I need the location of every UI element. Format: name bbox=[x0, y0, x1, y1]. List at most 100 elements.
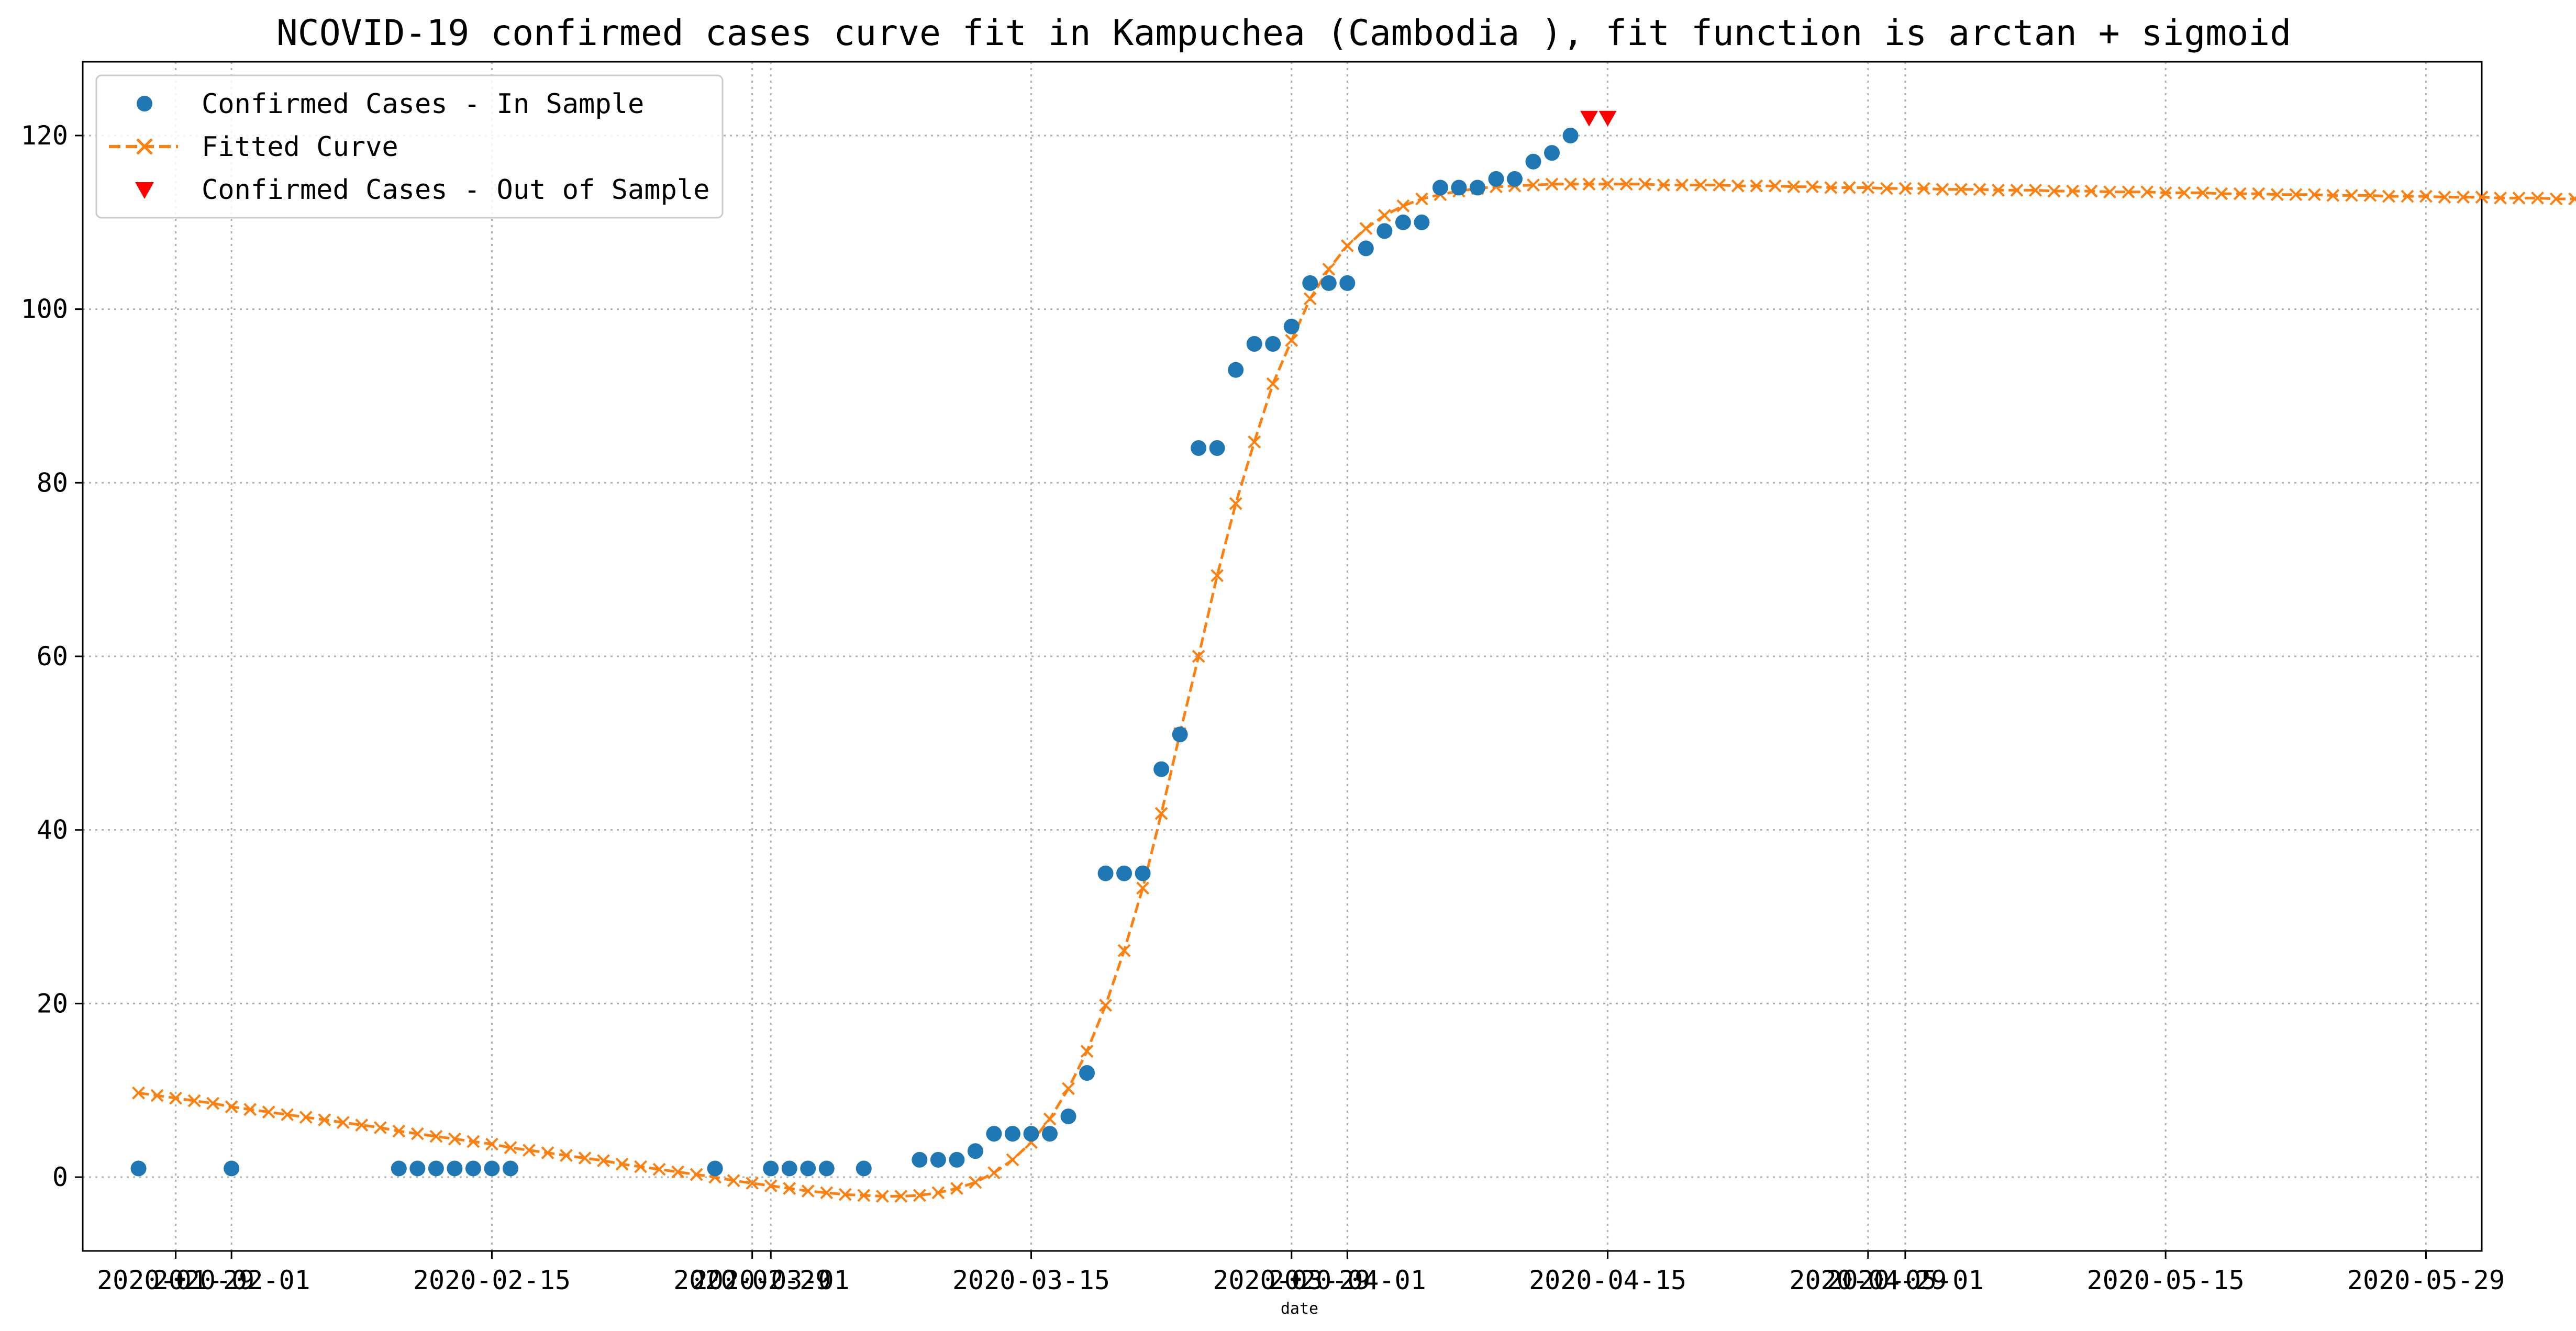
fitted-curve-marker bbox=[1713, 178, 1726, 192]
fitted-curve-marker bbox=[1248, 435, 1261, 449]
fitted-curve-marker bbox=[1136, 881, 1150, 895]
in-sample-point bbox=[1097, 865, 1114, 881]
fitted-curve-marker bbox=[410, 1127, 424, 1140]
fitted-curve-marker bbox=[225, 1100, 238, 1114]
fitted-curve-marker bbox=[1359, 221, 1373, 235]
fitted-curve-marker bbox=[2475, 191, 2489, 204]
in-sample-points bbox=[130, 127, 1579, 1177]
fitted-curve-marker bbox=[1322, 262, 1336, 276]
fitted-curve-marker bbox=[2345, 188, 2358, 202]
in-sample-point bbox=[1339, 275, 1356, 291]
fitted-curve-marker bbox=[615, 1157, 629, 1171]
in-sample-point bbox=[1469, 180, 1485, 196]
fitted-curve-marker bbox=[2568, 192, 2576, 206]
in-sample-point bbox=[465, 1160, 481, 1177]
x-tick-label: 2020-02-29 bbox=[673, 1265, 831, 1295]
fitted-curve-marker bbox=[1731, 179, 1745, 193]
in-sample-point bbox=[1562, 127, 1579, 143]
in-sample-point bbox=[1023, 1126, 1039, 1142]
fitted-curve-marker bbox=[281, 1108, 294, 1122]
y-tick-label: 0 bbox=[52, 1162, 68, 1192]
fitted-curve-marker bbox=[931, 1186, 945, 1200]
fitted-curve-marker bbox=[2270, 188, 2284, 202]
fitted-curve-marker bbox=[2419, 189, 2433, 203]
in-sample-point bbox=[1302, 275, 1318, 291]
fitted-curve-marker bbox=[1750, 179, 1763, 193]
legend: Confirmed Cases - In Sample Fitted Curve… bbox=[95, 74, 724, 219]
fitted-curve-marker bbox=[2233, 187, 2247, 200]
fitted-curve-marker bbox=[467, 1135, 480, 1148]
in-sample-point bbox=[1116, 865, 1132, 881]
fitted-curve-marker bbox=[1861, 181, 1875, 194]
fitted-curve-marker bbox=[1955, 183, 1968, 196]
fitted-curve-marker bbox=[634, 1160, 647, 1173]
fitted-curve-marker bbox=[169, 1091, 183, 1105]
fitted-curve-marker bbox=[671, 1165, 685, 1179]
in-sample-point bbox=[856, 1160, 872, 1177]
fitted-curve-marker bbox=[485, 1137, 498, 1151]
in-sample-point bbox=[1358, 240, 1374, 256]
x-tick-label: 2020-05-01 bbox=[1826, 1265, 1984, 1295]
legend-marker-in-sample bbox=[137, 96, 152, 111]
in-sample-point bbox=[1488, 171, 1504, 187]
fitted-curve-marker bbox=[1917, 182, 1930, 195]
in-sample-point bbox=[818, 1160, 835, 1177]
x-tick-label: 2020-03-15 bbox=[952, 1265, 1110, 1295]
y-tick-label: 20 bbox=[37, 988, 68, 1019]
y-tick-label: 60 bbox=[37, 641, 68, 672]
fitted-curve-marker bbox=[1527, 178, 1540, 192]
fitted-curve-marker bbox=[2363, 188, 2377, 202]
fitted-curve-marker bbox=[1415, 192, 1428, 206]
fitted-curve-marker bbox=[1992, 184, 2005, 197]
fitted-curve-marker bbox=[857, 1189, 871, 1202]
in-sample-point bbox=[1135, 865, 1151, 881]
fitted-curve-marker bbox=[1211, 569, 1224, 583]
fitted-curve-marker bbox=[1936, 183, 1949, 196]
x-tick-label: 2020-01-29 bbox=[97, 1265, 254, 1295]
in-sample-point bbox=[1451, 180, 1467, 196]
fitted-curve-marker bbox=[2252, 187, 2266, 200]
fitted-curve-line bbox=[138, 183, 2575, 1198]
fitted-curve-marker bbox=[1824, 181, 1838, 194]
fitted-curve-marker bbox=[2307, 188, 2321, 202]
in-sample-point bbox=[447, 1160, 463, 1177]
fitted-curve-marker bbox=[1768, 179, 1782, 193]
fitted-curve-marker bbox=[1396, 199, 1410, 212]
in-sample-point bbox=[1079, 1065, 1095, 1081]
fitted-curve-marker bbox=[2401, 189, 2414, 203]
fitted-curve-marker bbox=[578, 1151, 592, 1165]
in-sample-point bbox=[930, 1151, 946, 1168]
fitted-curve-marker bbox=[243, 1103, 257, 1116]
x-tick-label: 2020-02-15 bbox=[413, 1265, 571, 1295]
fitted-curve-marker bbox=[690, 1168, 703, 1181]
fitted-curve-marker bbox=[150, 1089, 164, 1102]
fitted-curve-marker bbox=[1043, 1112, 1057, 1126]
out-of-sample-point bbox=[1580, 110, 1598, 127]
fitted-curve-marker bbox=[1285, 333, 1298, 347]
fitted-curve-marker bbox=[746, 1177, 759, 1190]
x-tick-label: 2020-02-01 bbox=[153, 1265, 310, 1295]
fitted-curve-marker bbox=[1842, 181, 1856, 194]
fitted-curve-marker bbox=[429, 1129, 443, 1143]
in-sample-point bbox=[967, 1143, 983, 1159]
fitted-curve-marker bbox=[1378, 209, 1391, 222]
fitted-curve-marker bbox=[523, 1144, 536, 1157]
fitted-curve-marker bbox=[1657, 178, 1670, 192]
fitted-curve-marker bbox=[820, 1186, 834, 1200]
fitted-curve-marker bbox=[1229, 497, 1242, 510]
fitted-curve-marker bbox=[2382, 189, 2395, 203]
fitted-curve-marker bbox=[318, 1113, 331, 1126]
in-sample-point bbox=[1414, 214, 1430, 230]
in-sample-point bbox=[763, 1160, 779, 1177]
in-sample-point bbox=[1172, 726, 1188, 743]
in-sample-point bbox=[1544, 145, 1560, 161]
fitted-curve-marker bbox=[2178, 186, 2191, 199]
fitted-curve-marker bbox=[2326, 188, 2340, 202]
legend-label-in-sample: Confirmed Cases - In Sample bbox=[202, 88, 644, 120]
in-sample-point bbox=[428, 1160, 444, 1177]
y-tick-label: 120 bbox=[21, 120, 68, 151]
fitted-curve-marker bbox=[597, 1154, 610, 1167]
x-tick-label: 2020-04-15 bbox=[1529, 1265, 1686, 1295]
fitted-curve-marker bbox=[969, 1176, 982, 1189]
